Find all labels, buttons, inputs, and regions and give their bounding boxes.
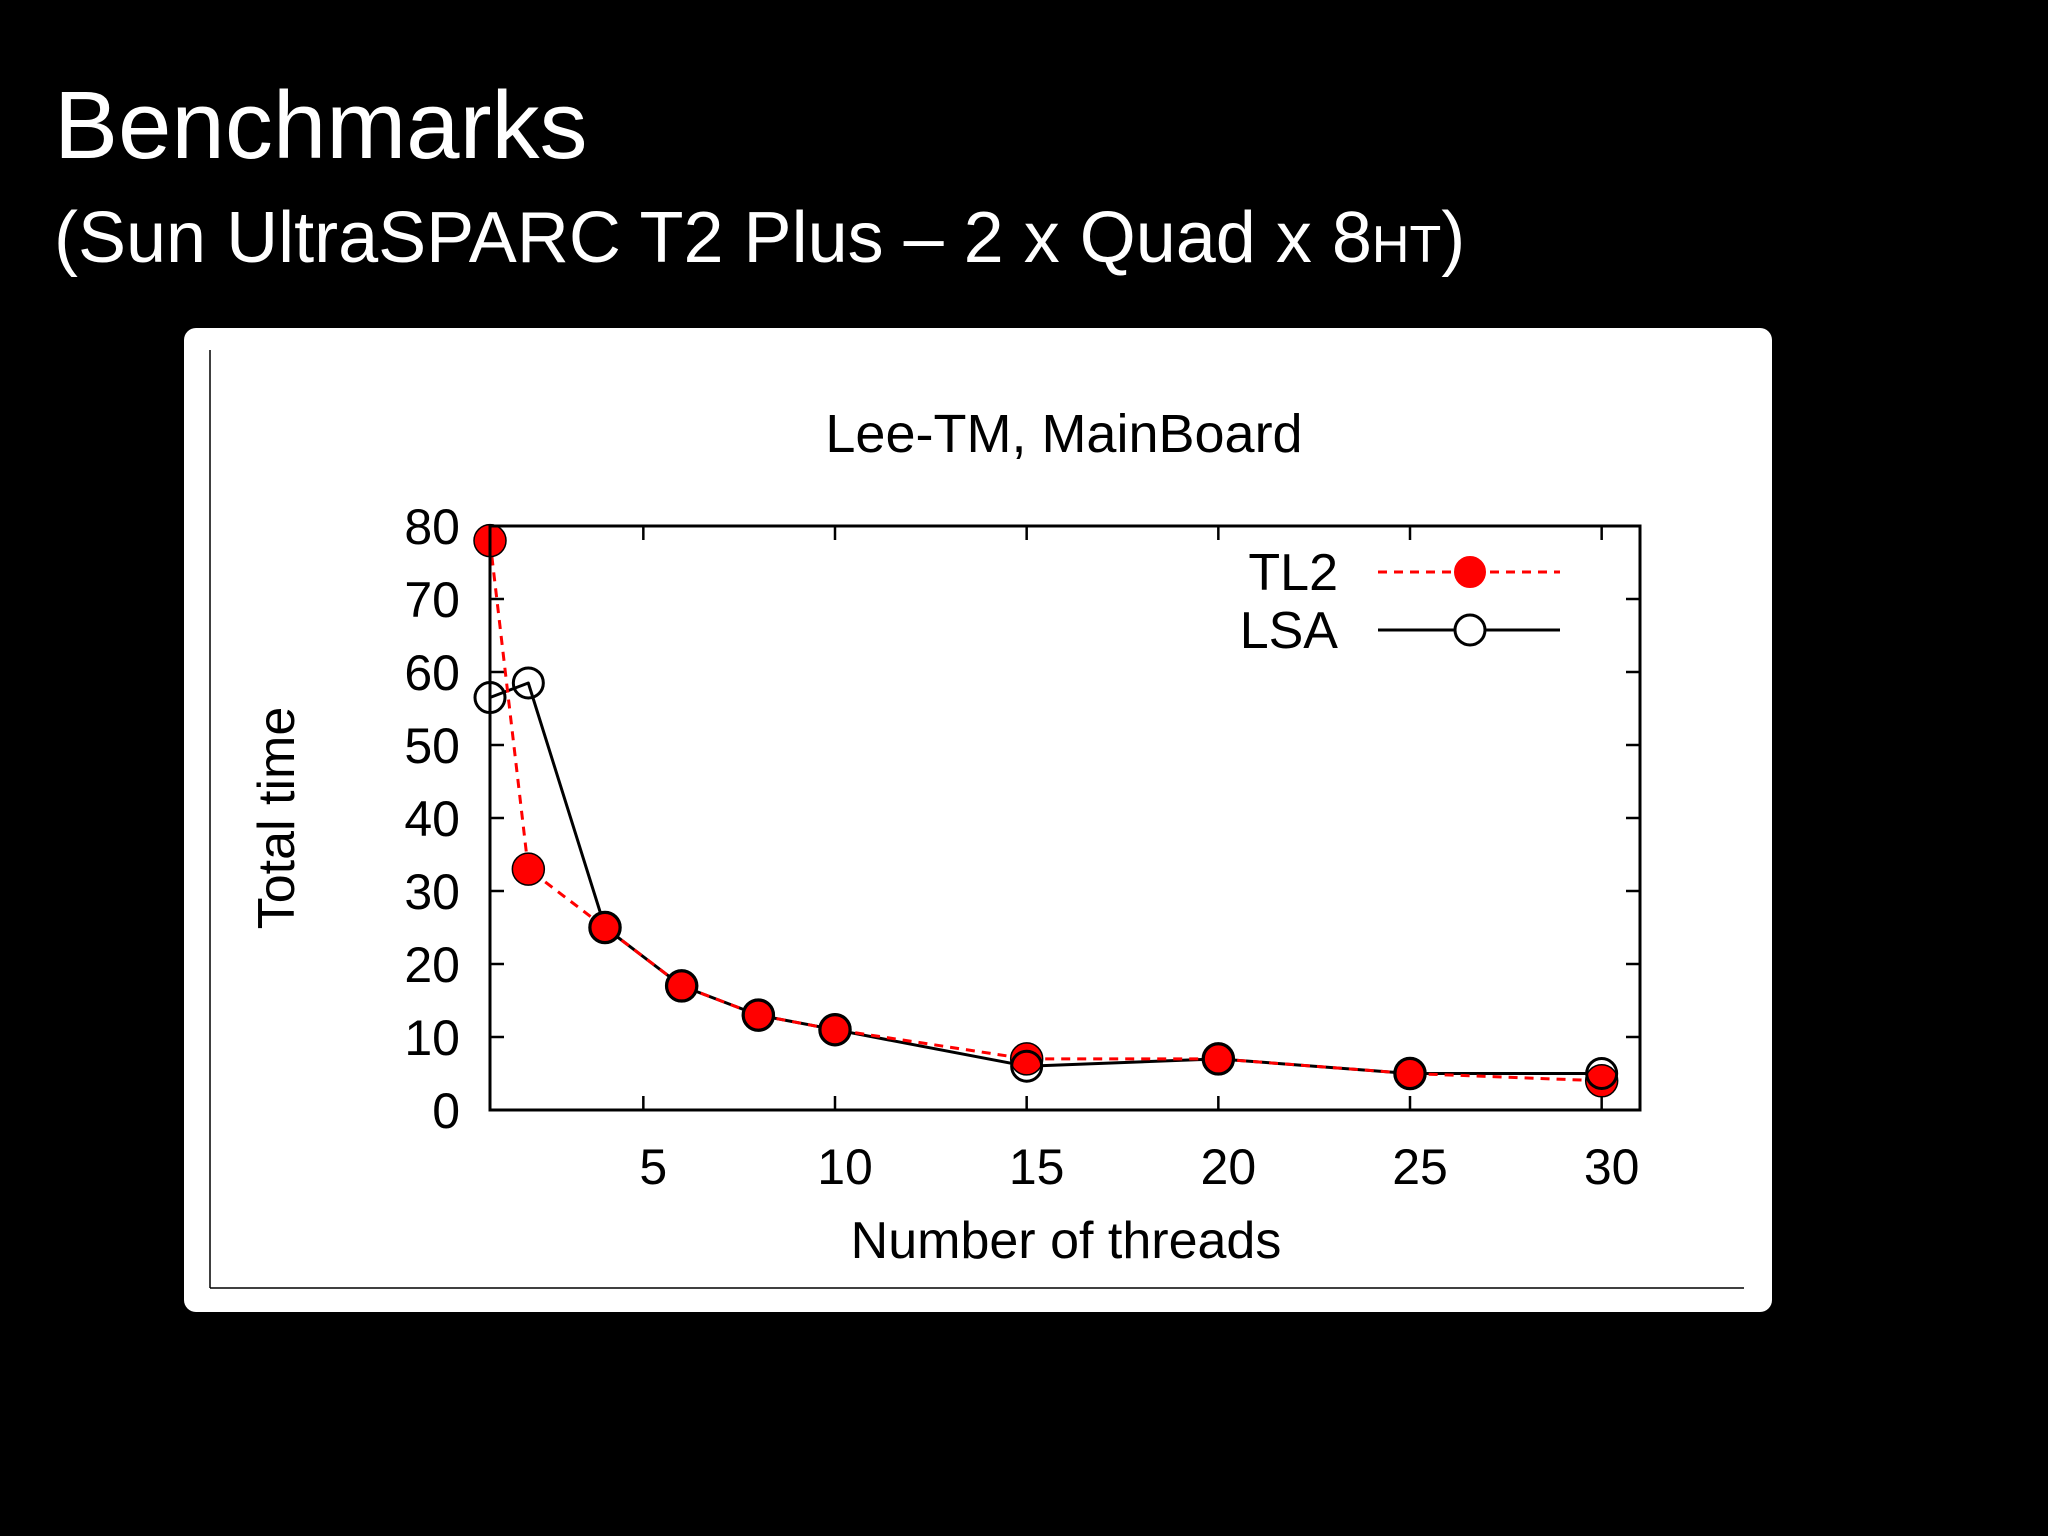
y-tick-labels: 0 10 20 30 40 50 60 70 80 — [404, 499, 460, 1139]
x-tick-label: 10 — [817, 1139, 873, 1195]
slide-subtitle: (Sun UltraSPARC T2 Plus – 2 x Quad x 8HT… — [54, 202, 1465, 274]
slide-title: Benchmarks — [54, 72, 588, 179]
subtitle-main: (Sun UltraSPARC T2 Plus – 2 x Quad x 8 — [54, 198, 1372, 278]
data-point-tl2 — [1009, 1042, 1044, 1076]
data-point-lsa — [818, 1013, 852, 1047]
y-tick-label: 0 — [432, 1083, 460, 1139]
y-tick-label: 70 — [404, 572, 460, 628]
data-point-lsa — [588, 911, 622, 944]
data-point-lsa — [665, 969, 699, 1003]
y-axis-label: Total time — [248, 707, 306, 930]
data-point-tl2 — [1584, 1064, 1619, 1098]
data-point-tl2 — [511, 852, 546, 886]
legend-label-tl2: TL2 — [1248, 544, 1338, 602]
legend-marker-lsa — [1453, 613, 1487, 647]
y-tick-label: 10 — [404, 1010, 460, 1066]
x-tick-label: 30 — [1584, 1139, 1640, 1195]
series-layer — [473, 523, 1619, 1098]
y-tick-label: 40 — [404, 791, 460, 847]
x-tick-label: 20 — [1201, 1139, 1257, 1195]
x-tick-label: 25 — [1392, 1139, 1448, 1195]
y-tick-label: 20 — [404, 937, 460, 993]
y-tick-label: 50 — [404, 718, 460, 774]
chart-title: Lee-TM, MainBoard — [825, 404, 1302, 464]
data-point-lsa — [1585, 1057, 1619, 1090]
plot-frame — [488, 524, 1642, 1112]
x-axis-label: Number of threads — [851, 1212, 1282, 1270]
legend-label-lsa: LSA — [1240, 602, 1339, 660]
y-tick-label: 60 — [404, 645, 460, 701]
subtitle-suffix: HT — [1371, 216, 1442, 274]
data-point-lsa — [1201, 1042, 1235, 1076]
data-point-lsa — [511, 666, 545, 700]
series-line-tl2 — [488, 540, 1602, 1083]
y-tick-label: 80 — [404, 499, 460, 555]
x-tick-label: 15 — [1009, 1139, 1065, 1195]
data-point-lsa — [741, 998, 775, 1032]
x-tick-label: 5 — [639, 1139, 667, 1195]
legend: TL2 LSA — [1240, 544, 1560, 660]
subtitle-close: ) — [1441, 198, 1466, 278]
legend-marker-tl2 — [1454, 556, 1486, 588]
series-line-lsa — [489, 681, 1602, 1075]
chart-card: Lee-TM, MainBoard 0 10 20 30 40 50 60 70 80 5 10 1… — [184, 328, 1772, 1312]
axis-ticks — [490, 524, 1640, 1112]
data-point-lsa — [1010, 1049, 1044, 1083]
x-tick-labels: 5 10 15 20 25 30 — [639, 1139, 1639, 1195]
chart: Lee-TM, MainBoard 0 10 20 30 40 50 60 70 80 5 10 1… — [209, 350, 1744, 1289]
y-tick-label: 30 — [404, 864, 460, 920]
data-point-lsa — [1393, 1057, 1427, 1090]
